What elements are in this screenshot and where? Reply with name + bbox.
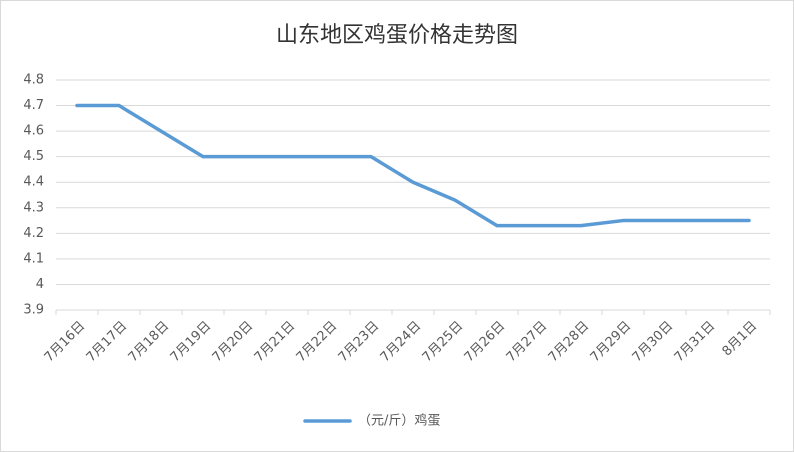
chart-title: 山东地区鸡蛋价格走势图	[276, 23, 518, 48]
legend-label: （元/斤）鸡蛋	[358, 413, 440, 429]
y-tick-label: 4.1	[23, 251, 44, 266]
y-tick-label: 4.5	[23, 149, 44, 164]
y-tick-label: 4.7	[23, 98, 44, 113]
y-tick-label: 4.2	[23, 226, 44, 241]
y-tick-label: 4.3	[23, 200, 44, 215]
y-tick-label: 4.8	[23, 73, 44, 88]
data-line	[75, 103, 751, 228]
y-tick-label: 4.6	[23, 124, 44, 139]
y-tick-label: 4.4	[23, 175, 44, 190]
y-tick-label: 3.9	[23, 303, 44, 318]
y-tick-label: 4	[36, 277, 44, 292]
